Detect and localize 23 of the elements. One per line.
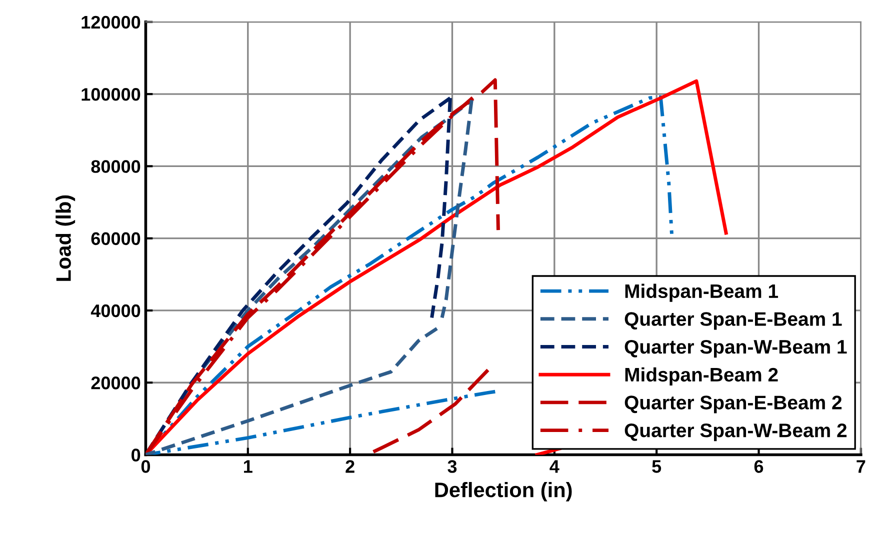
x-tick-label: 1 xyxy=(244,460,252,473)
x-axis-title: Deflection (in) xyxy=(435,482,572,502)
y-tick-label: 80000 xyxy=(91,160,140,173)
y-tick-label: 120000 xyxy=(82,16,140,29)
y-tick-label: 0 xyxy=(132,448,140,462)
legend-label: Quarter Span-E-Beam 1 xyxy=(624,312,842,330)
legend-label: Midspan-Beam 1 xyxy=(625,284,778,302)
y-tick-label: 100000 xyxy=(82,88,140,101)
y-tick-label: 40000 xyxy=(90,304,140,318)
legend-label: Quarter Span-W-Beam 2 xyxy=(624,424,847,442)
x-tick-label: 2 xyxy=(346,460,354,473)
x-tick-label: 3 xyxy=(448,460,457,473)
x-tick-label: 0 xyxy=(141,460,150,473)
y-tick-label: 60000 xyxy=(91,232,140,246)
x-tick-label: 6 xyxy=(754,460,764,473)
y-axis-title: Load (lb) xyxy=(56,195,76,281)
x-tick-label: 5 xyxy=(652,460,662,473)
legend-label: Quarter Span-W-Beam 1 xyxy=(624,340,847,358)
legend-label: Quarter Span-E-Beam 2 xyxy=(624,396,842,414)
x-tick-label: 4 xyxy=(550,460,560,473)
legend-label: Midspan-Beam 2 xyxy=(625,367,778,386)
x-tick-label: 7 xyxy=(856,460,866,473)
y-tick-label: 20000 xyxy=(91,376,140,390)
